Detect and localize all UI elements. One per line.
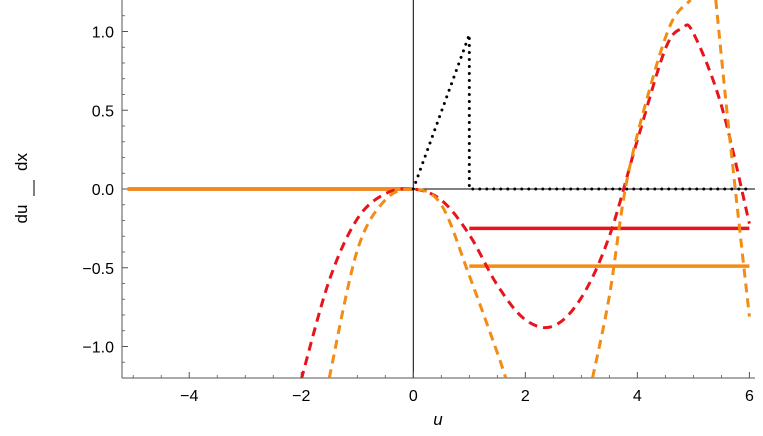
x-tick-label: 2: [521, 388, 530, 405]
ticks: −4 −2 0 2 4 6 −1.0 −0.5 0.0 0.5 1.0: [82, 15, 754, 405]
y-axis-label-bottom: du: [12, 205, 31, 224]
series-orange-dashed-line: [591, 0, 692, 378]
x-tick-label: −4: [180, 388, 198, 405]
x-tick-label: −2: [292, 388, 310, 405]
axis-labels: u dx du: [12, 153, 443, 429]
series-red-dashed-line: [300, 23, 751, 378]
y-tick-label: 1.0: [92, 25, 114, 42]
x-tick-label: 6: [745, 388, 754, 405]
series-orange-dashed-line: [327, 187, 508, 378]
y-tick-label: 0.5: [92, 103, 114, 120]
x-axis-label: u: [433, 410, 443, 429]
x-tick-label: 4: [633, 388, 642, 405]
y-tick-label: −1.0: [82, 340, 114, 357]
y-axis-label-top: dx: [12, 153, 31, 171]
series-group: [127, 0, 751, 378]
x-tick-label: 0: [409, 388, 418, 405]
y-axis-label: dx du: [12, 153, 35, 224]
y-tick-label: 0.0: [92, 182, 114, 199]
series-orange-dashed-line: [714, 0, 751, 317]
y-tick-label: −0.5: [82, 261, 114, 278]
series-black-dotted-line: [411, 34, 751, 191]
